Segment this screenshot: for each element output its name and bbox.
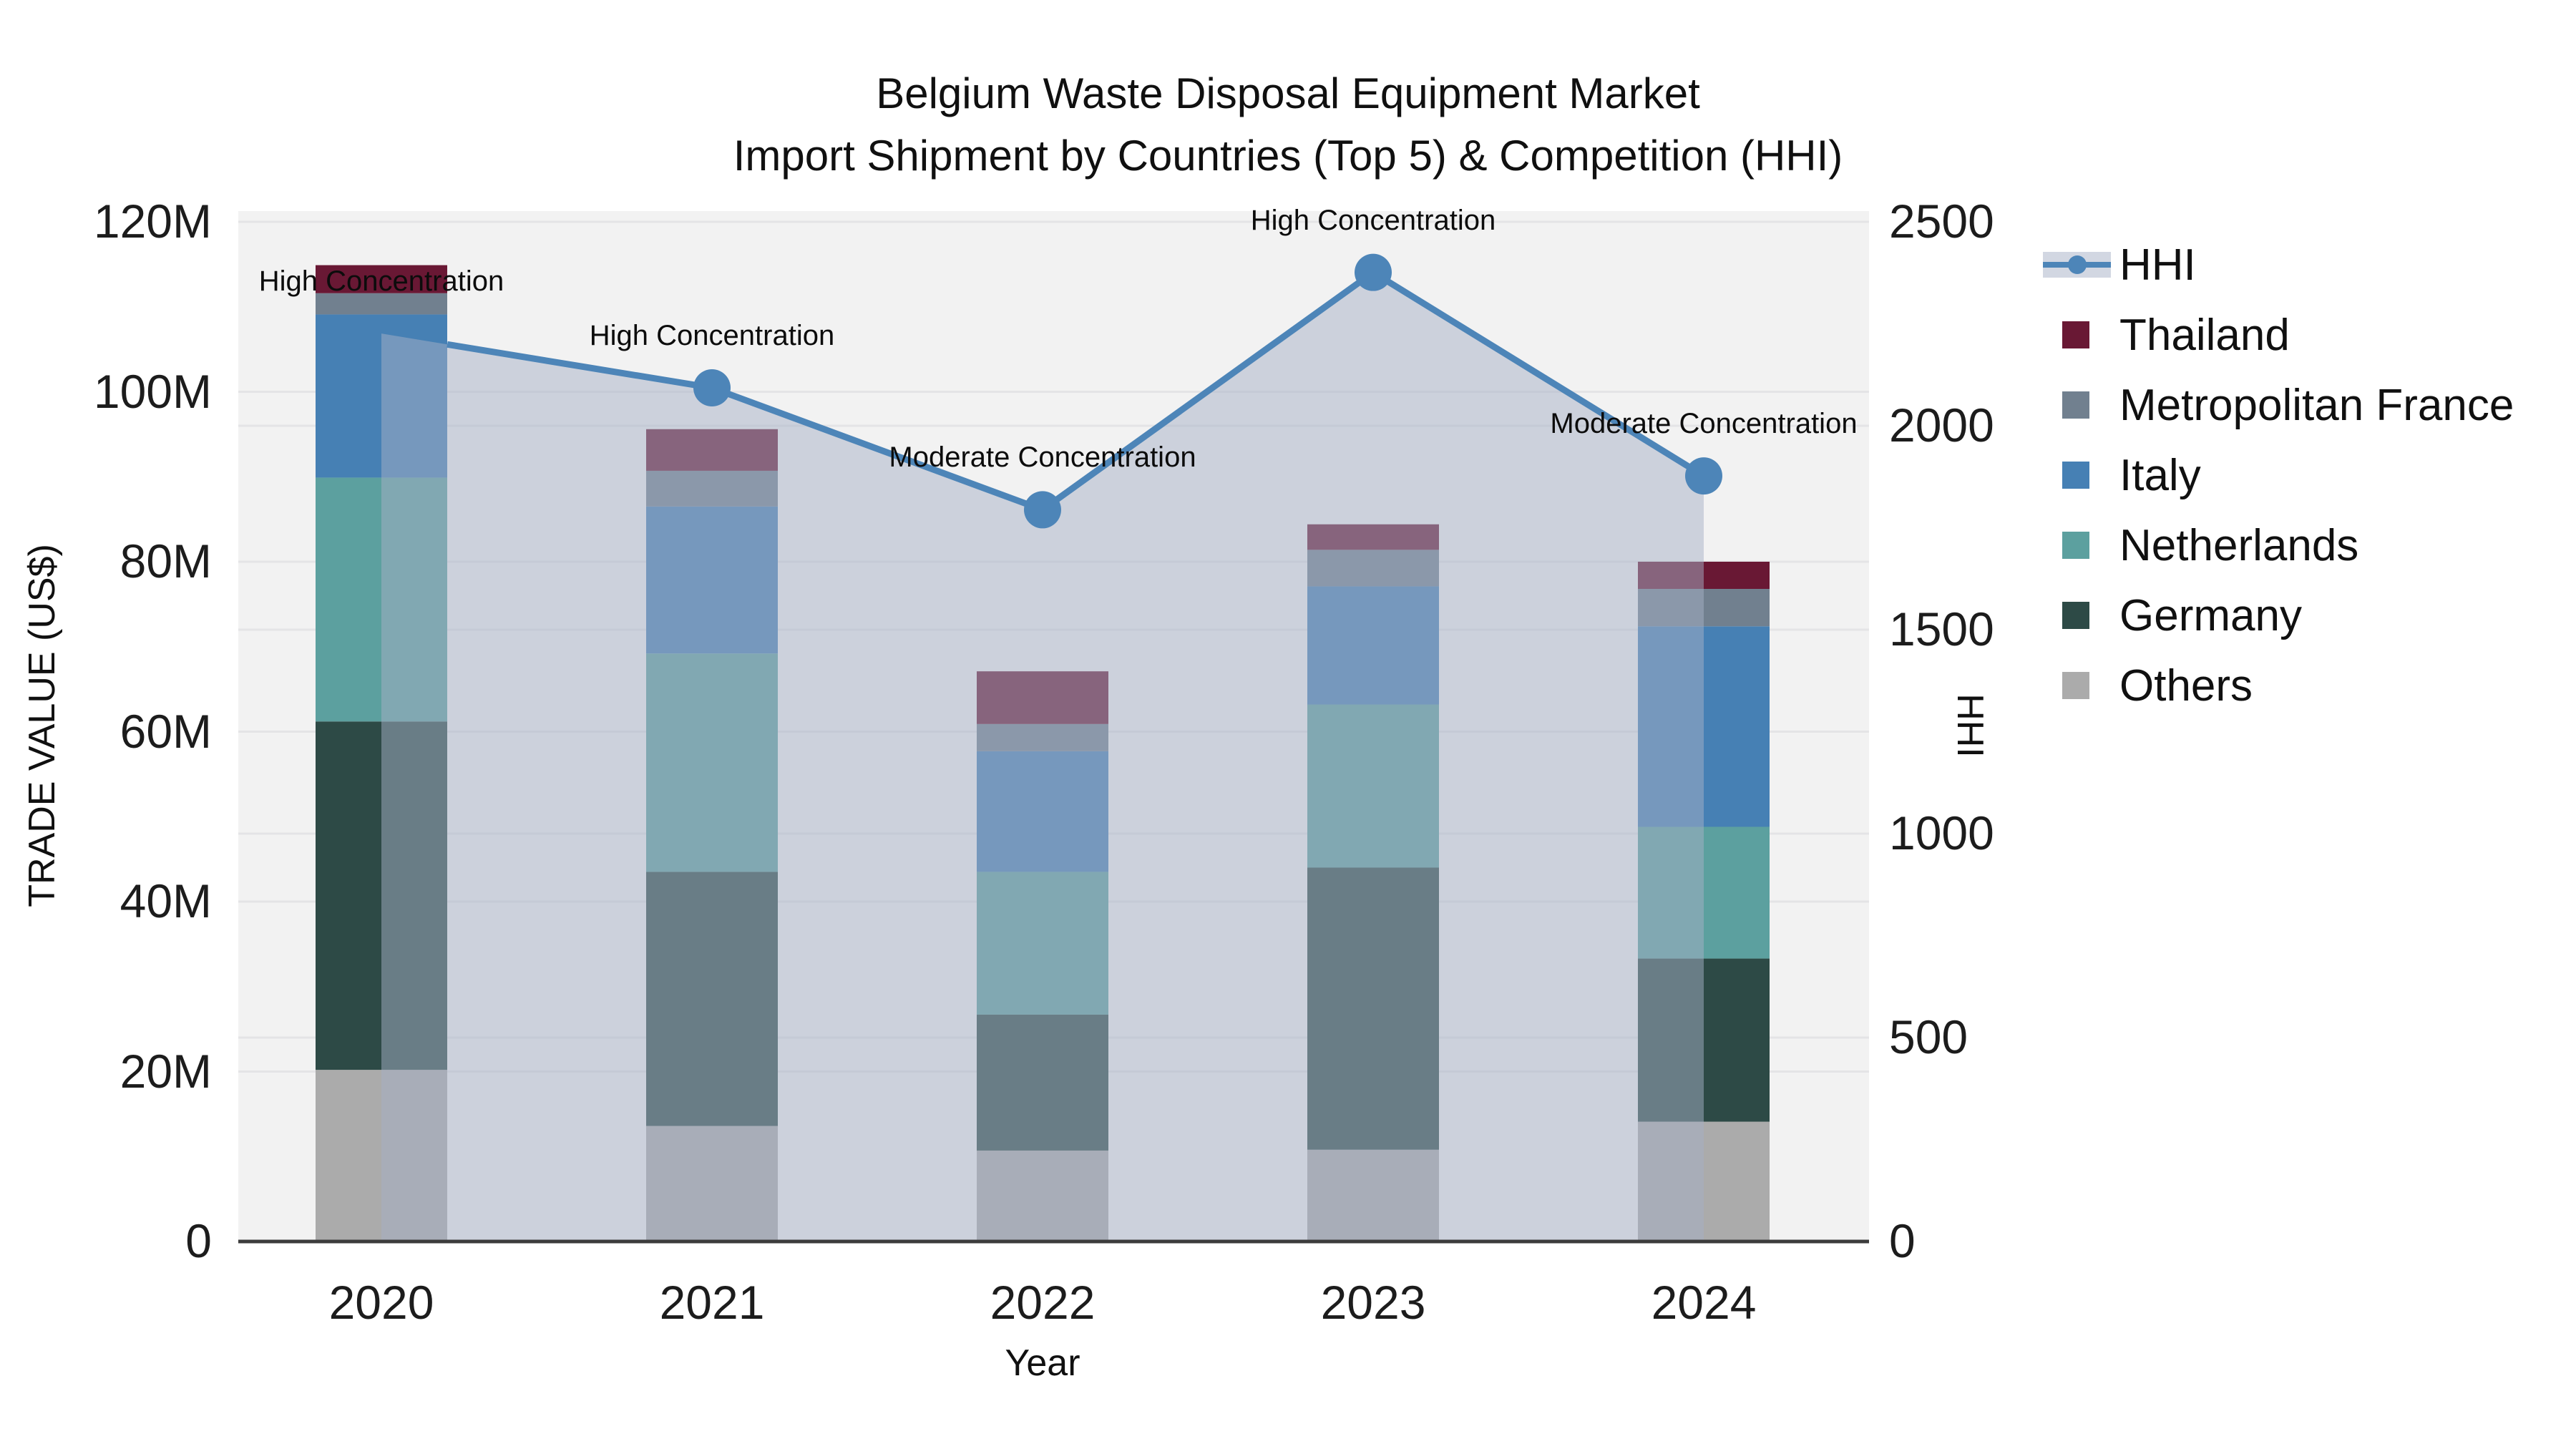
x-tick-2023: 2023 — [1320, 1276, 1426, 1329]
y-right-tick-500: 500 — [1889, 1010, 1968, 1063]
bar-2020-thailand[interactable] — [316, 265, 447, 293]
hhi-marker-2024[interactable] — [1685, 457, 1722, 495]
y-left-tick-60M: 60M — [119, 704, 212, 758]
x-tick-2021: 2021 — [659, 1276, 765, 1329]
metropolitan-france-swatch-icon — [2043, 370, 2111, 440]
hhi-area-fill — [381, 272, 1704, 1242]
germany-swatch-icon — [2043, 580, 2111, 650]
legend-item-others[interactable]: Others — [2043, 650, 2514, 721]
legend-label-metropolitan-france: Metropolitan France — [2119, 380, 2514, 430]
y-right-tick-0: 0 — [1889, 1214, 1916, 1267]
y-left-tick-80M: 80M — [119, 535, 212, 587]
thailand-swatch-icon — [2043, 300, 2111, 370]
y-right-tick-1000: 1000 — [1889, 806, 1994, 859]
annotation-2020-high-concentration: High Concentration — [258, 265, 504, 298]
legend-item-hhi[interactable]: HHI — [2043, 230, 2514, 300]
hhi-line-legend-icon — [2043, 230, 2111, 300]
x-tick-2024: 2024 — [1651, 1276, 1757, 1329]
annotation-2021-high-concentration: High Concentration — [589, 319, 835, 351]
y-left-tick-40M: 40M — [119, 874, 212, 927]
legend-label-others: Others — [2119, 660, 2253, 711]
annotation-2023-high-concentration: High Concentration — [1250, 204, 1496, 236]
annotation-2024-moderate-concentration: Moderate Concentration — [1550, 408, 1858, 440]
y-right-axis-title: HHI — [1949, 693, 1991, 758]
legend-item-netherlands[interactable]: Netherlands — [2043, 510, 2514, 580]
others-swatch-icon — [2043, 650, 2111, 721]
hhi-marker-2023[interactable] — [1355, 253, 1392, 291]
y-left-tick-20M: 20M — [119, 1044, 212, 1098]
y-right-tick-2000: 2000 — [1889, 399, 1994, 452]
legend-label-italy: Italy — [2119, 450, 2201, 500]
y-left-tick-100M: 100M — [93, 364, 212, 418]
legend-label-thailand: Thailand — [2119, 310, 2290, 360]
x-axis-title: Year — [1005, 1342, 1080, 1384]
legend-label-germany: Germany — [2119, 590, 2302, 640]
y-right-tick-2500: 2500 — [1889, 195, 1994, 248]
x-tick-2020: 2020 — [328, 1276, 434, 1329]
x-tick-2022: 2022 — [990, 1276, 1096, 1329]
y-left-tick-120M: 120M — [93, 195, 212, 248]
chart-title-line2: Import Shipment by Countries (Top 5) & C… — [733, 132, 1843, 180]
legend-item-germany[interactable]: Germany — [2043, 580, 2514, 650]
netherlands-swatch-icon — [2043, 510, 2111, 580]
y-left-tick-0: 0 — [185, 1214, 212, 1267]
hhi-marker-2021[interactable] — [693, 369, 731, 406]
legend-item-italy[interactable]: Italy — [2043, 440, 2514, 510]
y-right-tick-1500: 1500 — [1889, 602, 1994, 655]
bar-2020-metropolitan-france[interactable] — [316, 293, 447, 315]
hhi-marker-2022[interactable] — [1024, 491, 1061, 529]
legend: HHI Thailand Metropolitan France Italy Nethe… — [2043, 230, 2514, 721]
legend-item-metropolitan-france[interactable]: Metropolitan France — [2043, 370, 2514, 440]
chart-title-line1: Belgium Waste Disposal Equipment Market — [876, 69, 1700, 117]
legend-label-netherlands: Netherlands — [2119, 520, 2359, 570]
legend-label-hhi: HHI — [2119, 240, 2196, 290]
italy-swatch-icon — [2043, 440, 2111, 510]
legend-item-thailand[interactable]: Thailand — [2043, 300, 2514, 370]
annotation-2022-moderate-concentration: Moderate Concentration — [889, 441, 1196, 474]
